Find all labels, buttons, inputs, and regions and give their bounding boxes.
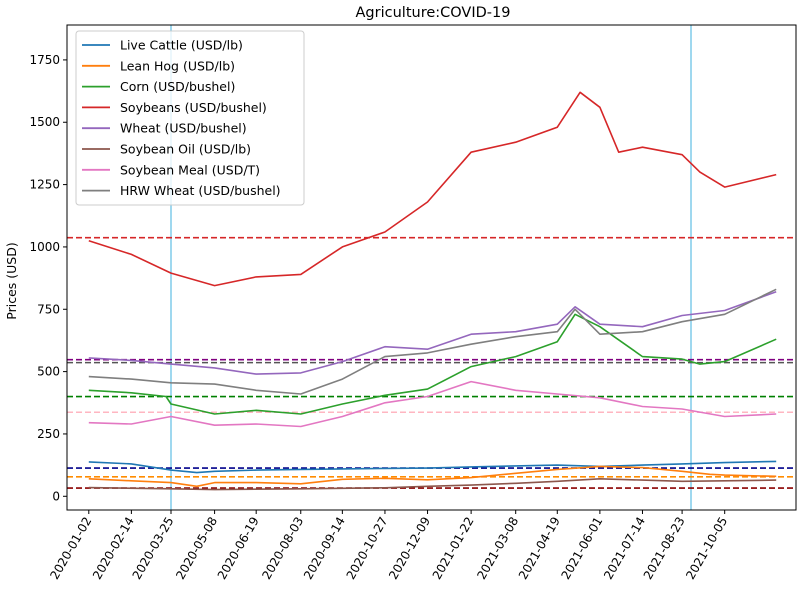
series-line	[88, 380, 777, 428]
series-line	[88, 460, 777, 474]
y-tick-label: 1750	[29, 53, 60, 67]
series-line	[88, 288, 777, 395]
y-tick-label: 250	[37, 427, 60, 441]
x-tick-label: 2020-06-19	[215, 515, 262, 582]
x-tick-label: 2020-08-03	[259, 515, 306, 582]
legend-box	[75, 30, 305, 206]
x-tick-label: 2021-06-01	[558, 515, 605, 582]
x-tick-label: 2021-04-19	[516, 515, 563, 582]
legend-label: Soybean Oil (USD/lb)	[120, 142, 251, 157]
x-tick-label: 2021-10-05	[683, 515, 730, 582]
plot-clip-group	[67, 25, 796, 510]
series-line	[88, 291, 777, 375]
y-tick-label: 500	[37, 365, 60, 379]
x-tick-label: 2020-01-02	[47, 515, 94, 582]
y-tick-label: 1250	[29, 178, 60, 192]
x-tick-label: 2021-01-22	[430, 515, 477, 582]
x-tick-label: 2020-05-08	[173, 515, 220, 582]
axes-frame	[66, 24, 797, 511]
x-tick-label: 2020-10-27	[344, 515, 391, 582]
y-axis-label: Prices (USD)	[4, 242, 19, 319]
chart-title: Agriculture:COVID-19	[356, 5, 511, 21]
y-tick-label: 750	[37, 302, 60, 316]
y-tick-label: 0	[52, 489, 60, 503]
series-line	[88, 478, 777, 491]
x-tick-label: 2020-12-09	[386, 515, 433, 582]
x-tick-label: 2020-02-14	[90, 515, 137, 582]
legend-label: Lean Hog (USD/lb)	[120, 58, 235, 73]
legend-label: Corn (USD/bushel)	[120, 79, 235, 94]
legend: Live Cattle (USD/lb) Lean Hog (USD/lb) Cor…	[75, 30, 305, 206]
x-tick-label: 2021-07-14	[601, 515, 648, 582]
series-line	[88, 313, 777, 415]
legend-label: Wheat (USD/bushel)	[120, 121, 247, 136]
plot-area	[67, 25, 796, 510]
y-tick-label: 1500	[29, 115, 60, 129]
series-line	[88, 465, 777, 488]
legend-label: Live Cattle (USD/lb)	[120, 38, 243, 53]
x-tick-label: 2020-03-25	[130, 515, 177, 582]
x-tick-label: 2021-08-23	[641, 515, 688, 582]
legend-label: Soybeans (USD/bushel)	[120, 100, 267, 115]
y-tick-label: 1000	[29, 240, 60, 254]
x-tick-label: 2021-03-08	[474, 515, 521, 582]
x-tick-label: 2020-09-14	[301, 515, 348, 582]
legend-label: HRW Wheat (USD/bushel)	[120, 183, 281, 198]
legend-label: Soybean Meal (USD/T)	[120, 162, 260, 177]
series-line	[88, 91, 777, 287]
